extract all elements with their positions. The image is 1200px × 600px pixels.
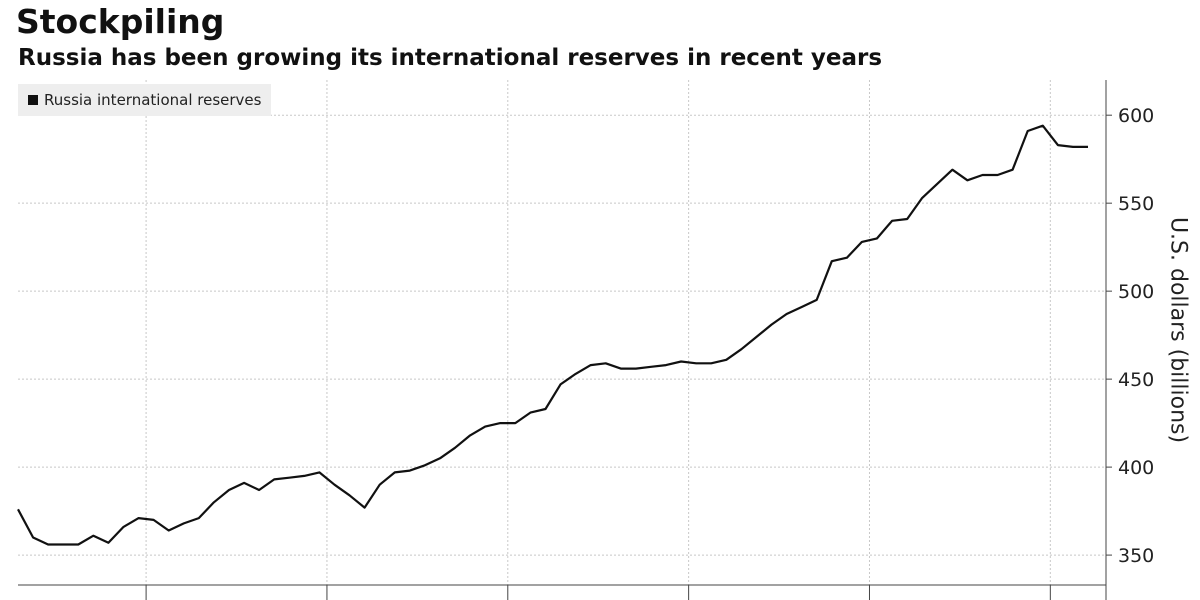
- y-tick-label: 550: [1118, 193, 1154, 215]
- y-tick-label: 500: [1118, 281, 1154, 303]
- y-tick-label: 600: [1118, 105, 1154, 127]
- legend-label: Russia international reserves: [44, 91, 262, 109]
- y-tick-label: 400: [1118, 457, 1154, 479]
- page-title: Stockpiling: [16, 2, 225, 41]
- series-line-russia-reserves: [17, 124, 1088, 546]
- legend-swatch-icon: [28, 95, 38, 105]
- y-axis-title-text: U.S. dollars (billions): [1165, 216, 1191, 444]
- y-axis-title: U.S. dollars (billions): [1163, 205, 1193, 455]
- chart-legend: Russia international reserves: [18, 84, 272, 116]
- y-tick-label: 350: [1118, 545, 1154, 567]
- page-subtitle: Russia has been growing its internationa…: [18, 45, 883, 71]
- y-tick-label: 450: [1118, 369, 1154, 391]
